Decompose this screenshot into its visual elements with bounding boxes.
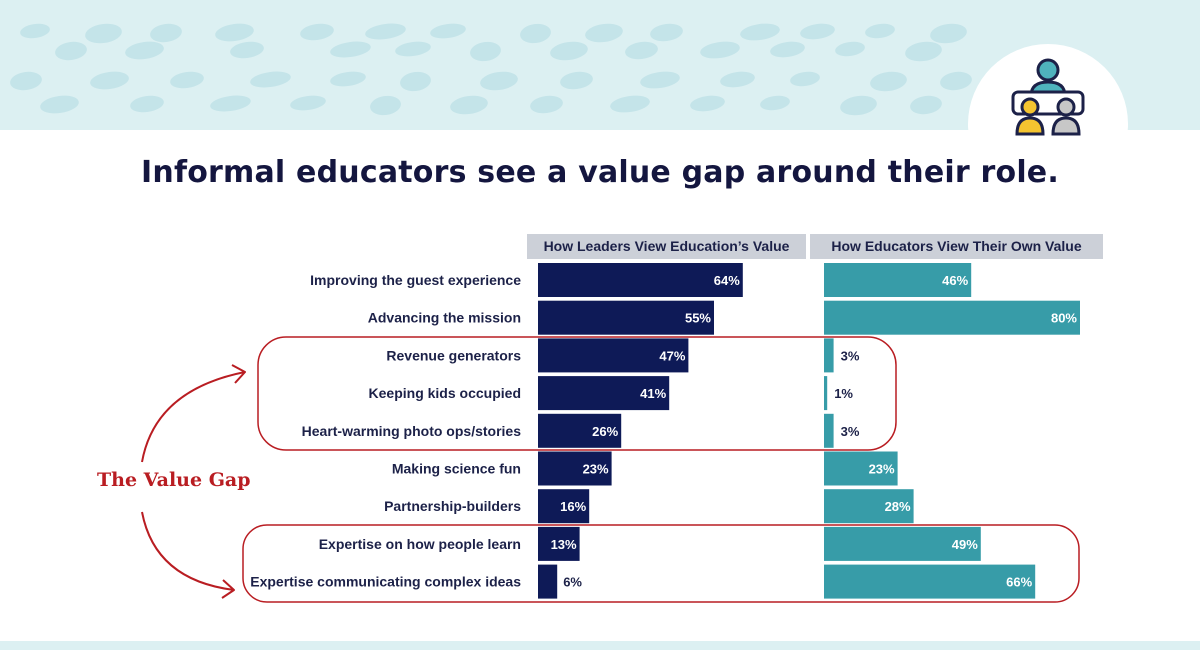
leaders-bar (538, 451, 612, 486)
educators-value-label: 49% (952, 537, 978, 552)
leaders-value-label: 26% (592, 424, 618, 439)
highlight-box-expertise (242, 524, 1080, 603)
leaders-value-label: 47% (659, 348, 685, 363)
educators-bar (824, 413, 834, 448)
arrow-down-head (221, 579, 235, 599)
category-label: Partnership-builders (384, 498, 521, 514)
category-label: Expertise communicating complex ideas (250, 574, 521, 590)
leaders-bar (538, 338, 689, 373)
arrow-up-head (231, 364, 246, 384)
educators-bar (824, 451, 898, 486)
leaders-bar (538, 300, 714, 335)
leaders-bar (538, 489, 590, 524)
leaders-value-label: 6% (563, 575, 582, 590)
category-label: Revenue generators (386, 347, 521, 363)
legend-educators: How Educators View Their Own Value (810, 234, 1103, 259)
educators-value-label: 1% (834, 386, 853, 401)
people-at-table-icon (1011, 58, 1085, 136)
leaders-bar (538, 263, 743, 297)
value-gap-annotation: The Value Gap (97, 469, 251, 491)
educators-value-label: 23% (869, 462, 895, 477)
educators-bar (824, 300, 1080, 335)
leaders-bar (538, 526, 580, 561)
educators-bar (824, 338, 834, 373)
legend-leaders: How Leaders View Education’s Value (527, 234, 806, 259)
leaders-value-label: 64% (714, 273, 740, 288)
educators-bar (824, 263, 972, 297)
educators-value-label: 3% (841, 424, 860, 439)
arrow-down (141, 511, 235, 591)
leaders-value-label: 41% (640, 386, 666, 401)
educators-value-label: 80% (1051, 311, 1077, 326)
category-label: Expertise on how people learn (319, 536, 521, 552)
educators-bar (824, 564, 1036, 599)
category-label: Keeping kids occupied (369, 385, 521, 401)
educators-value-label: 46% (942, 273, 968, 288)
educators-bar (824, 526, 981, 561)
category-label: Advancing the mission (368, 310, 521, 326)
arrow-up (141, 371, 246, 463)
page-title: Informal educators see a value gap aroun… (141, 155, 1059, 190)
leaders-value-label: 23% (583, 462, 609, 477)
educators-value-label: 3% (841, 348, 860, 363)
leaders-value-label: 16% (560, 499, 586, 514)
leaders-bar (538, 376, 670, 411)
educators-value-label: 66% (1006, 575, 1032, 590)
category-label: Heart-warming photo ops/stories (302, 423, 522, 439)
educators-bar (824, 376, 828, 411)
educators-value-label: 28% (885, 499, 911, 514)
category-label: Improving the guest experience (310, 272, 521, 288)
category-label: Making science fun (392, 461, 521, 477)
leaders-bar (538, 564, 558, 599)
highlight-box-revenue (257, 336, 897, 451)
educators-bar (824, 489, 914, 524)
icon-badge (968, 44, 1128, 204)
leaders-value-label: 55% (685, 311, 711, 326)
footer-band (0, 641, 1200, 650)
leaders-bar (538, 413, 622, 448)
leaders-value-label: 13% (551, 537, 577, 552)
